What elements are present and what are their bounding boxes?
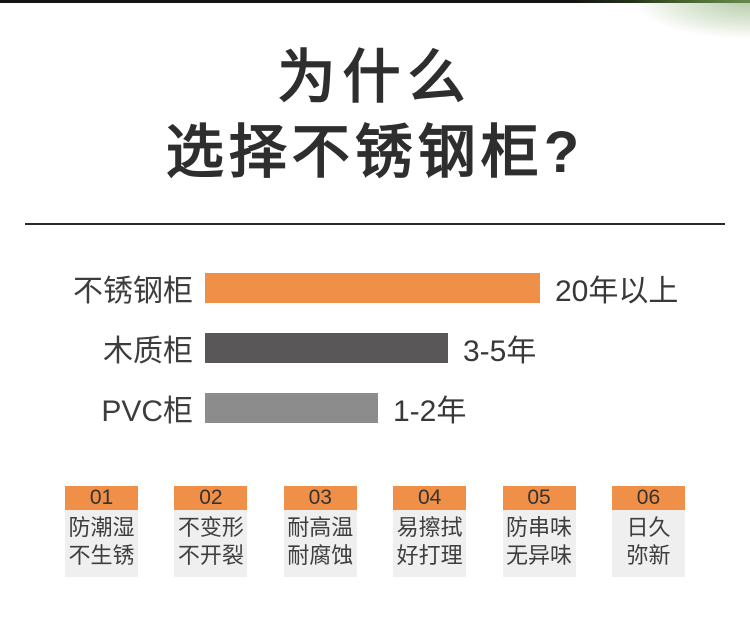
- badge-text: 日久 弥新: [611, 510, 685, 577]
- badge-line-2: 耐腐蚀: [287, 543, 354, 568]
- badge-number: 05: [502, 486, 576, 510]
- feature-badge-04: 04 易擦拭 好打理: [393, 486, 467, 577]
- feature-badge-05: 05 防串味 无异味: [502, 486, 576, 577]
- lifespan-bar-chart: 不锈钢柜 20年以上 木质柜 3-5年 PVC柜 1-2年: [0, 273, 750, 428]
- page-title: 为什么 选择不锈钢柜?: [0, 0, 750, 190]
- badge-line-1: 防串味: [506, 515, 573, 540]
- chart-category-label: 不锈钢柜: [73, 275, 193, 308]
- badge-text: 不变形 不开裂: [174, 510, 248, 577]
- badge-number: 03: [283, 486, 357, 510]
- title-line-1: 为什么: [277, 45, 473, 110]
- badge-line-1: 防潮湿: [68, 515, 135, 540]
- badge-text: 易擦拭 好打理: [393, 510, 467, 577]
- badge-number: 04: [393, 486, 467, 510]
- chart-bar: [205, 333, 448, 363]
- badge-number: 02: [174, 486, 248, 510]
- badge-line-2: 好打理: [396, 543, 463, 568]
- title-line-2: 选择不锈钢柜?: [165, 120, 585, 185]
- chart-value-label: 1-2年: [393, 395, 467, 428]
- badge-number: 06: [611, 486, 685, 510]
- badge-line-2: 无异味: [506, 543, 573, 568]
- title-divider: [25, 223, 725, 225]
- feature-badge-01: 01 防潮湿 不生锈: [65, 486, 138, 577]
- feature-badge-03: 03 耐高温 耐腐蚀: [283, 486, 357, 577]
- feature-badge-06: 06 日久 弥新: [611, 486, 685, 577]
- badge-text: 耐高温 耐腐蚀: [283, 510, 357, 577]
- badge-line-1: 不变形: [177, 515, 244, 540]
- badge-line-2: 不开裂: [177, 543, 244, 568]
- badge-number: 01: [65, 486, 138, 510]
- chart-bar: [205, 393, 378, 423]
- chart-value-label: 3-5年: [463, 335, 537, 368]
- chart-row-pvc: PVC柜 1-2年: [0, 393, 750, 428]
- feature-badges: 01 防潮湿 不生锈 02 不变形 不开裂 03 耐高温 耐腐蚀 04 易擦拭 …: [65, 486, 685, 577]
- badge-line-2: 弥新: [626, 543, 671, 568]
- chart-row-stainless: 不锈钢柜 20年以上: [0, 273, 750, 308]
- feature-badge-02: 02 不变形 不开裂: [174, 486, 248, 577]
- badge-line-1: 日久: [626, 515, 671, 540]
- chart-category-label: 木质柜: [103, 335, 193, 368]
- chart-bar: [205, 273, 540, 303]
- chart-category-label: PVC柜: [101, 395, 193, 428]
- badge-text: 防潮湿 不生锈: [65, 510, 138, 577]
- chart-value-label: 20年以上: [555, 275, 679, 308]
- badge-line-1: 易擦拭: [396, 515, 463, 540]
- chart-row-wood: 木质柜 3-5年: [0, 333, 750, 368]
- badge-text: 防串味 无异味: [502, 510, 576, 577]
- badge-line-1: 耐高温: [287, 515, 354, 540]
- top-border-strip: [0, 0, 750, 3]
- badge-line-2: 不生锈: [68, 543, 135, 568]
